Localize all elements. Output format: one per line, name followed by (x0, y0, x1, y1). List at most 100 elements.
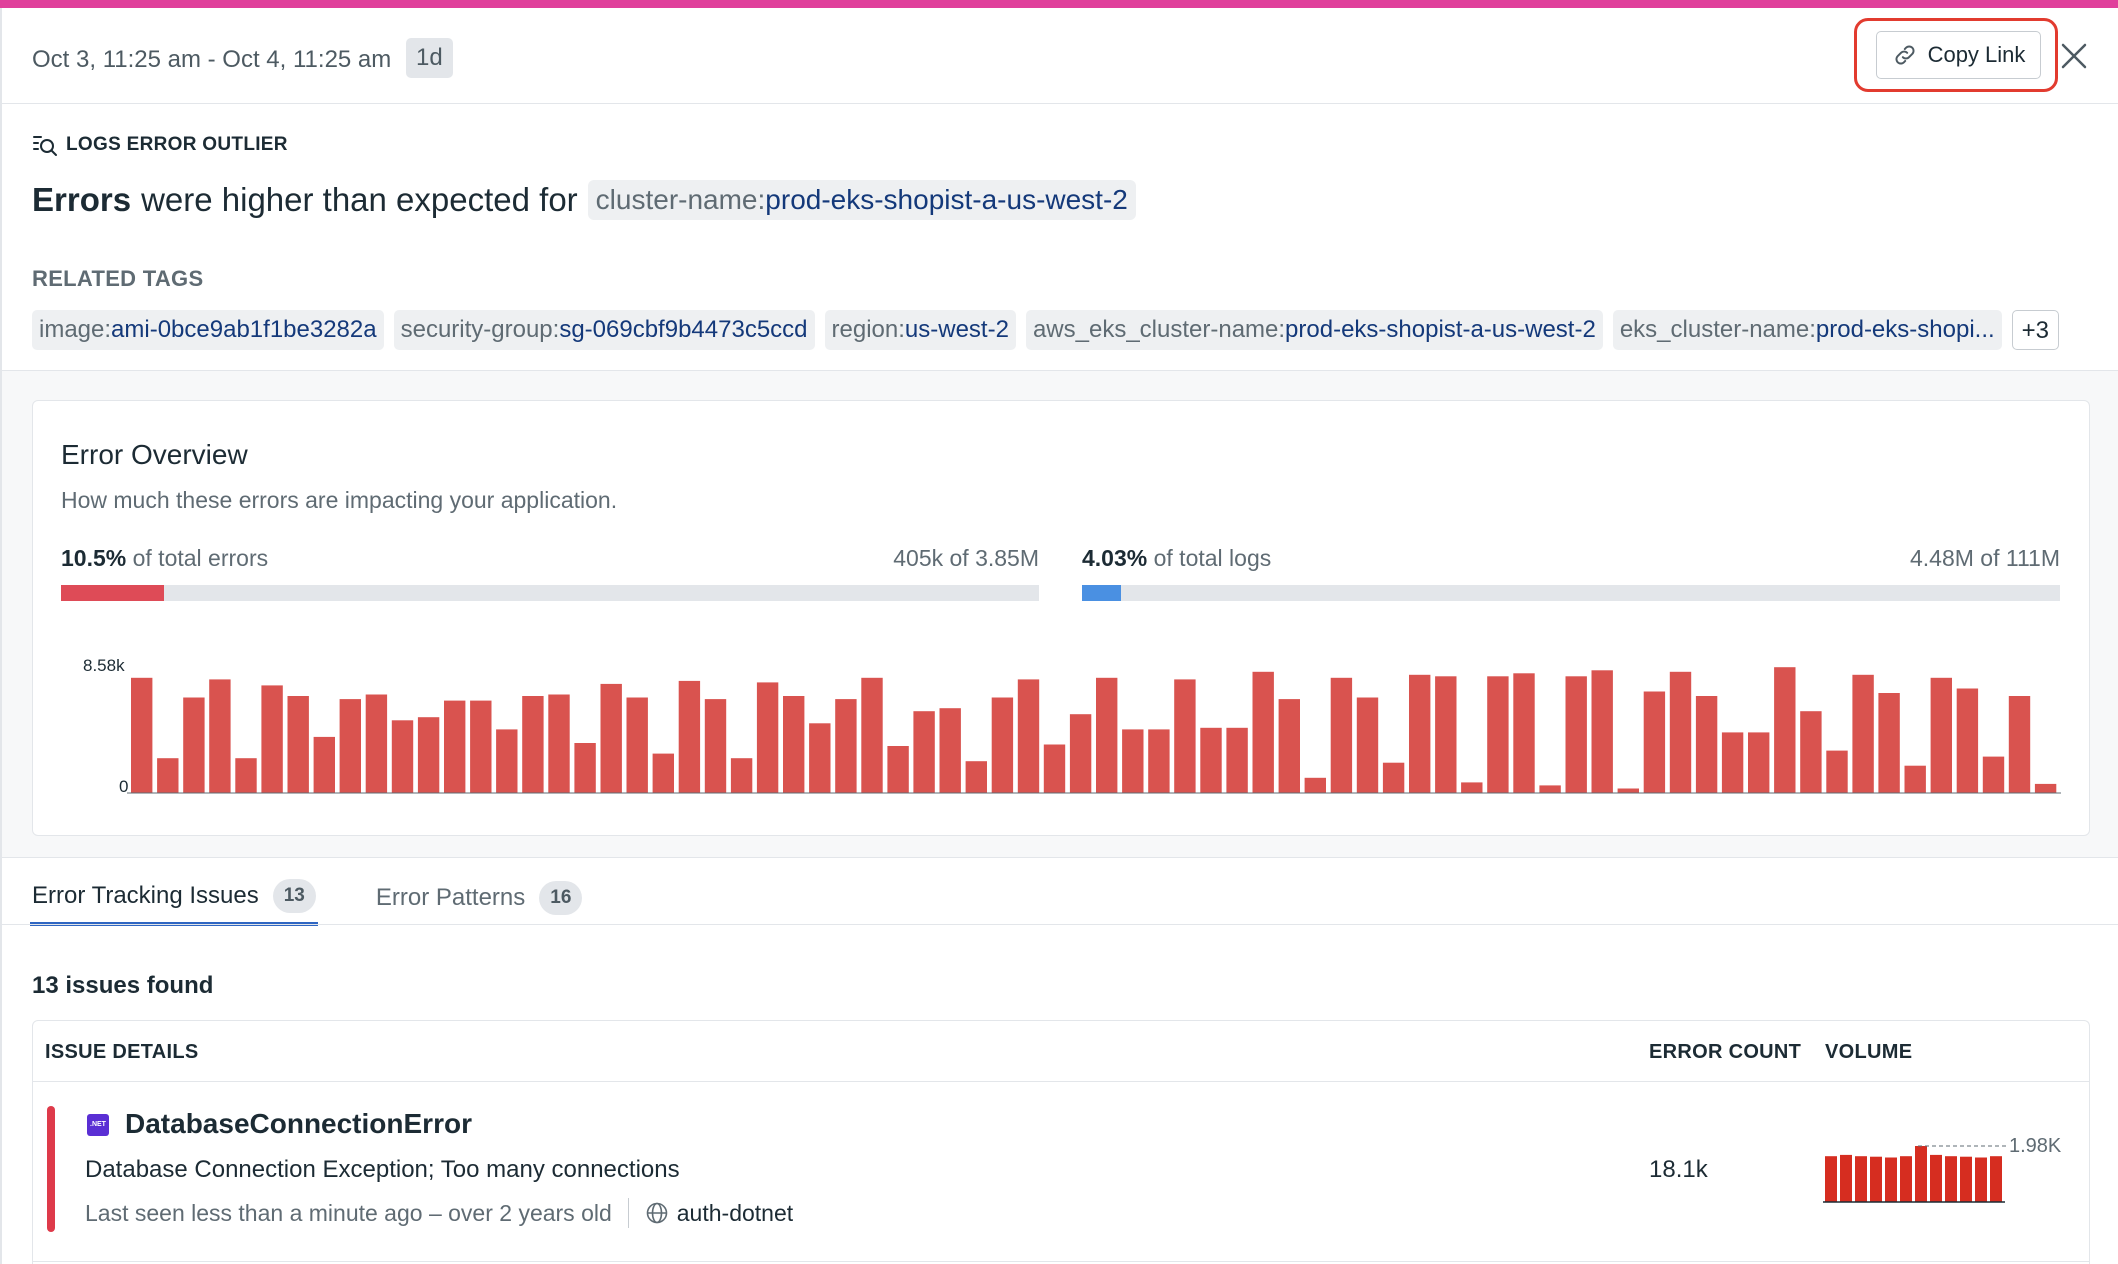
chart-bar[interactable] (1565, 676, 1587, 793)
chart-bar[interactable] (209, 679, 231, 793)
chart-bar[interactable] (1069, 714, 1092, 793)
chart-bar[interactable] (2008, 696, 2031, 793)
chart-bar[interactable] (287, 696, 309, 793)
related-tag[interactable]: eks_cluster-name:prod-eks-shopi... (1612, 310, 2002, 350)
chart-bar[interactable] (1487, 676, 1509, 793)
chart-bar[interactable] (365, 694, 388, 794)
chart-bar[interactable] (1304, 777, 1326, 793)
chart-bar[interactable] (1409, 674, 1431, 793)
chart-bar[interactable] (1513, 673, 1535, 793)
logs-percent: 4.03% (1082, 545, 1148, 571)
chart-bar[interactable] (1721, 732, 1744, 793)
related-tag[interactable]: image:ami-0bce9ab1f1be3282a (32, 310, 384, 350)
y-tick-min: 0 (119, 777, 129, 796)
chart-bar[interactable] (939, 708, 961, 793)
chart-bar[interactable] (1252, 671, 1274, 793)
headline-tag[interactable]: cluster-name:prod-eks-shopist-a-us-west-… (587, 180, 1136, 220)
chart-bar[interactable] (1043, 744, 1066, 794)
chart-bar[interactable] (261, 685, 283, 793)
chart-bar[interactable] (1774, 667, 1796, 793)
chart-bar[interactable] (756, 682, 779, 793)
column-header-issue-details[interactable]: ISSUE DETAILS (45, 1041, 199, 1063)
chart-bar[interactable] (965, 761, 987, 793)
more-tags-button[interactable]: +3 (2011, 310, 2060, 350)
chart-bar[interactable] (783, 696, 805, 793)
chart-bar[interactable] (1096, 677, 1118, 793)
copy-link-button[interactable]: Copy Link (1876, 31, 2041, 79)
chart-bar[interactable] (1330, 677, 1353, 793)
issue-message: Database Connection Exception; Too many … (85, 1156, 680, 1183)
chart-bar[interactable] (1826, 750, 1848, 793)
close-icon[interactable] (2056, 38, 2092, 74)
chart-bar[interactable] (835, 699, 857, 793)
chart-bar[interactable] (1695, 696, 1718, 793)
chart-bar[interactable] (678, 680, 701, 793)
chart-bar[interactable] (1382, 762, 1405, 793)
chart-bar[interactable] (1617, 788, 1639, 794)
chart-bar[interactable] (652, 753, 674, 793)
chart-bar[interactable] (1956, 688, 1979, 794)
chart-bar[interactable] (157, 758, 179, 793)
chart-bar[interactable] (991, 697, 1014, 794)
related-tag[interactable]: aws_eks_cluster-name:prod-eks-shopist-a-… (1025, 310, 1603, 350)
chart-bar[interactable] (1930, 677, 1952, 793)
chart-bar[interactable] (600, 683, 622, 793)
chart-bar[interactable] (1669, 671, 1692, 793)
tab-count: 13 (272, 879, 316, 913)
chart-bar[interactable] (548, 694, 570, 794)
chart-bar[interactable] (1200, 727, 1222, 793)
chart-bar[interactable] (1982, 756, 2005, 793)
chart-bar[interactable] (913, 711, 935, 793)
chart-bar[interactable] (131, 677, 153, 793)
chart-bar[interactable] (1539, 785, 1561, 793)
chart-bar[interactable] (1278, 699, 1300, 793)
chart-bar[interactable] (626, 697, 648, 794)
dotnet-icon: .NET (87, 1114, 109, 1136)
volume-bar (1900, 1156, 1912, 1202)
table-row[interactable]: .NET DatabaseConnectionError Database Co… (33, 1082, 2089, 1262)
column-header-error-count[interactable]: ERROR COUNT (1649, 1041, 1802, 1063)
chart-bar[interactable] (391, 720, 414, 793)
chart-bar[interactable] (1748, 732, 1770, 793)
chart-bar[interactable] (235, 758, 257, 793)
chart-bar[interactable] (861, 677, 883, 793)
related-tag[interactable]: region:us-west-2 (824, 310, 1016, 350)
chart-bar[interactable] (1174, 679, 1196, 793)
chart-bar[interactable] (730, 758, 753, 793)
chart-bar[interactable] (496, 729, 518, 793)
chart-bar[interactable] (704, 699, 727, 793)
chart-bar[interactable] (1148, 729, 1170, 793)
chart-bar[interactable] (1800, 711, 1822, 793)
chart-bar[interactable] (1878, 693, 1900, 793)
related-tag[interactable]: security-group:sg-069cbf9b4473c5ccd (393, 310, 815, 350)
chart-bar[interactable] (1435, 676, 1457, 793)
outlier-type-label: LOGS ERROR OUTLIER (32, 132, 288, 158)
chart-bar[interactable] (470, 700, 492, 793)
chart-bar[interactable] (1122, 729, 1144, 793)
tab-error-patterns[interactable]: Error Patterns 16 (374, 870, 585, 926)
issues-table: ISSUE DETAILS ERROR COUNT VOLUME .NET Da… (32, 1020, 2090, 1264)
chart-bar[interactable] (574, 743, 596, 793)
chart-bar[interactable] (313, 736, 335, 793)
issue-title[interactable]: DatabaseConnectionError (125, 1108, 472, 1139)
chart-bar[interactable] (1017, 679, 1040, 793)
chart-bar[interactable] (1461, 782, 1483, 793)
chart-bar[interactable] (183, 697, 205, 794)
chart-bar[interactable] (339, 699, 361, 793)
chart-bar[interactable] (1643, 691, 1666, 794)
chart-bar[interactable] (1591, 670, 1613, 793)
chart-bar[interactable] (522, 696, 544, 793)
service-name[interactable]: auth-dotnet (676, 1199, 794, 1226)
logs-progress-track (1082, 585, 2060, 601)
chart-bar[interactable] (2034, 783, 2057, 793)
tab-error-tracking-issues[interactable]: Error Tracking Issues 13 (30, 870, 318, 926)
chart-bar[interactable] (1852, 674, 1874, 793)
chart-bar[interactable] (444, 700, 466, 793)
chart-bar[interactable] (809, 723, 831, 793)
column-header-volume[interactable]: VOLUME (1825, 1041, 1913, 1063)
chart-bar[interactable] (887, 746, 909, 793)
chart-bar[interactable] (1356, 697, 1379, 794)
chart-bar[interactable] (1904, 765, 1926, 793)
chart-bar[interactable] (417, 717, 440, 793)
chart-bar[interactable] (1226, 727, 1248, 793)
